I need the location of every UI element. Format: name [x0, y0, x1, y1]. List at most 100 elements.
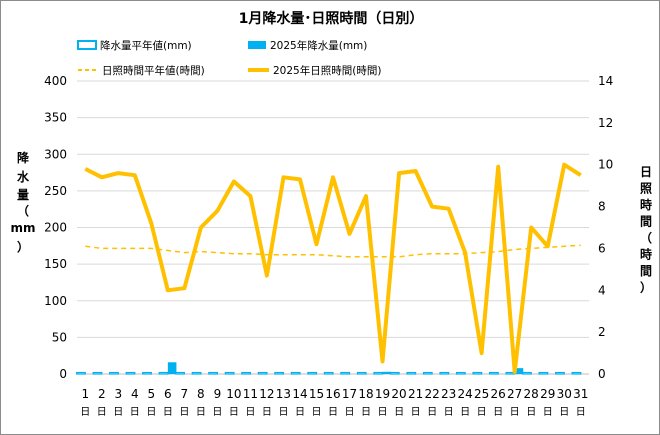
y-right-label-char: 時: [640, 247, 652, 262]
legend-label-sunshine-normal: 日照時間平年値(時間): [102, 64, 205, 77]
bar-precip-normal-7: [175, 371, 185, 375]
y-right-label-char: 間: [640, 264, 652, 278]
legend: 降水量平年値(mm) 2025年降水量(mm) 日照時間平年値(時間) 2025…: [77, 39, 381, 77]
x-tick-18: 18: [358, 387, 373, 401]
y-left-label-char: 水: [17, 169, 30, 184]
x-tick-suffix: 日: [245, 407, 255, 418]
bar-precip-normal-22: [422, 371, 433, 375]
x-tick-30: 30: [557, 387, 572, 401]
x-tick-11: 11: [243, 387, 258, 401]
y-left-label-char: mm: [10, 221, 35, 235]
y-right-tick-2: 2: [598, 325, 606, 339]
legend-label-sunshine-2025: 2025年日照時間(時間): [273, 64, 381, 77]
y-left-label-char: 量: [17, 188, 29, 202]
x-tick-22: 22: [424, 387, 439, 401]
bar-precip-normal-19: [373, 371, 384, 375]
x-tick-25: 25: [474, 387, 489, 401]
y-left-axis-label: 降水量（ mm ）: [10, 150, 35, 254]
x-tick-suffix: 日: [113, 407, 123, 418]
y-left-tick-400: 400: [44, 74, 67, 88]
x-tick-suffix: 日: [80, 407, 90, 418]
x-tick-suffix: 日: [212, 407, 222, 418]
x-tick-suffix: 日: [262, 407, 272, 418]
bar-precip-2025-27: [514, 368, 524, 374]
y-right-label-char: 時: [640, 197, 652, 212]
x-tick-23: 23: [441, 387, 456, 401]
x-tick-2: 2: [98, 387, 106, 401]
x-tick-suffix: 日: [229, 407, 239, 418]
y-left-tick-0: 0: [59, 367, 67, 381]
x-tick-suffix: 日: [378, 407, 388, 418]
y-right-tick-4: 4: [598, 283, 606, 297]
y-left-label-char: 降: [17, 150, 30, 165]
x-tick-suffix: 日: [146, 407, 156, 418]
bar-precip-normal-18: [356, 371, 367, 375]
bar-precip-normal-15: [307, 371, 318, 375]
y-right-label-char: 間: [640, 215, 652, 229]
bar-precip-normal-1: [76, 371, 86, 375]
x-tick-17: 17: [342, 387, 357, 401]
x-tick-15: 15: [309, 387, 324, 401]
x-tick-19: 19: [375, 387, 390, 401]
x-tick-24: 24: [457, 387, 472, 401]
bar-precip-normal-31: [571, 371, 582, 375]
x-tick-suffix: 日: [493, 407, 503, 418]
x-tick-20: 20: [391, 387, 406, 401]
bar-precip-normal-4: [125, 371, 136, 375]
x-tick-suffix: 日: [278, 407, 288, 418]
x-tick-suffix: 日: [444, 407, 454, 418]
y-left-label-char: （: [17, 203, 29, 218]
legend-label-precip-normal: 降水量平年値(mm): [100, 39, 192, 52]
x-tick-labels: 1日2日3日4日5日6日7日8日9日10日11日12日13日14日15日16日1…: [80, 387, 588, 418]
y-right-label-char: 照: [640, 181, 652, 196]
bar-precip-normal-28: [522, 371, 532, 375]
lines: [84, 162, 582, 374]
x-tick-suffix: 日: [196, 407, 206, 418]
x-tick-suffix: 日: [163, 407, 173, 418]
bar-precip-normal-26: [488, 371, 499, 375]
x-tick-13: 13: [276, 387, 291, 401]
bar-precip-normal-14: [290, 371, 301, 375]
y-right-tick-12: 12: [598, 116, 613, 130]
legend-swatch-precip-2025: [248, 41, 266, 49]
x-tick-3: 3: [114, 387, 122, 401]
bar-precip-normal-2: [92, 371, 103, 375]
x-tick-suffix: 日: [576, 407, 586, 418]
bar-precip-normal-20: [389, 371, 400, 375]
y-left-tick-250: 250: [44, 184, 67, 198]
x-tick-29: 29: [540, 387, 555, 401]
y-right-tick-6: 6: [598, 241, 606, 255]
y-left-tick-100: 100: [44, 294, 67, 308]
line-sunshine-2025: [84, 162, 582, 374]
bar-precip-normal-13: [274, 371, 285, 375]
x-tick-suffix: 日: [295, 407, 305, 418]
bar-precip-2025-6: [167, 362, 177, 374]
bar-precip-normal-17: [340, 371, 351, 375]
y-left-tick-150: 150: [44, 257, 67, 271]
y-left-tick-300: 300: [44, 147, 67, 161]
bar-precip-normal-25: [472, 371, 483, 375]
x-tick-10: 10: [226, 387, 241, 401]
bar-precip-normal-12: [257, 371, 268, 375]
x-tick-7: 7: [181, 387, 189, 401]
y-right-axis-label: 日照時間（時間）: [640, 165, 652, 295]
y-right-label-char: ）: [640, 280, 652, 295]
x-tick-suffix: 日: [311, 407, 321, 418]
x-tick-suffix: 日: [510, 407, 520, 418]
y-left-label-char: ）: [17, 239, 29, 254]
x-tick-suffix: 日: [179, 407, 189, 418]
bar-precip-normal-5: [142, 371, 152, 375]
x-tick-6: 6: [164, 387, 172, 401]
x-tick-1: 1: [81, 387, 89, 401]
x-tick-suffix: 日: [130, 407, 140, 418]
x-tick-4: 4: [131, 387, 139, 401]
x-tick-suffix: 日: [394, 407, 404, 418]
bar-precip-normal-11: [241, 371, 252, 375]
bar-precip-normal-21: [406, 371, 417, 375]
y-right-tick-8: 8: [598, 200, 606, 214]
x-tick-suffix: 日: [411, 407, 421, 418]
x-tick-21: 21: [408, 387, 423, 401]
y-right-tick-14: 14: [598, 74, 613, 88]
